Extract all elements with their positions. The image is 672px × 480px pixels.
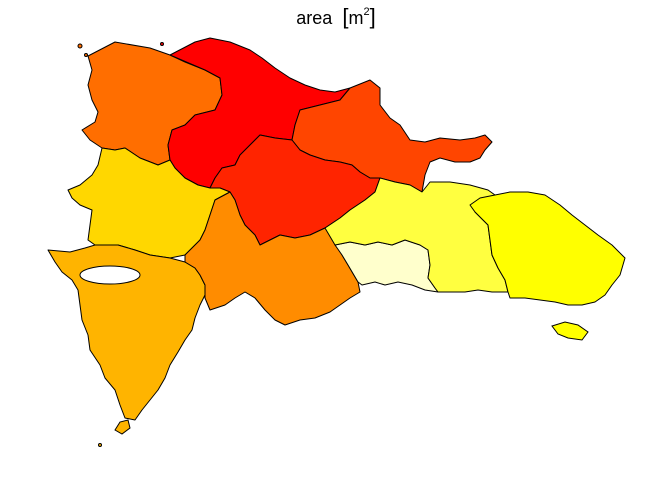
- region-east: [469, 191, 626, 306]
- islet-northwest-2: [84, 53, 88, 57]
- islet-north: [160, 42, 164, 46]
- title-unit-exponent: 2: [363, 6, 370, 18]
- title-unit: m: [348, 8, 364, 28]
- islet-northwest-1: [77, 43, 83, 49]
- map-title: area [m2]: [0, 2, 672, 30]
- lake-enriquillo: [79, 265, 141, 285]
- region-south-central: [184, 191, 361, 326]
- title-unit-bracket-close: ]: [369, 4, 376, 29]
- title-unit-bracket-open: [: [342, 4, 349, 29]
- region-southwest: [47, 244, 206, 421]
- islet-southwest: [114, 419, 131, 435]
- islet-southwest-small: [98, 443, 102, 447]
- title-prefix: area: [296, 8, 333, 28]
- islet-southeast: [551, 321, 589, 341]
